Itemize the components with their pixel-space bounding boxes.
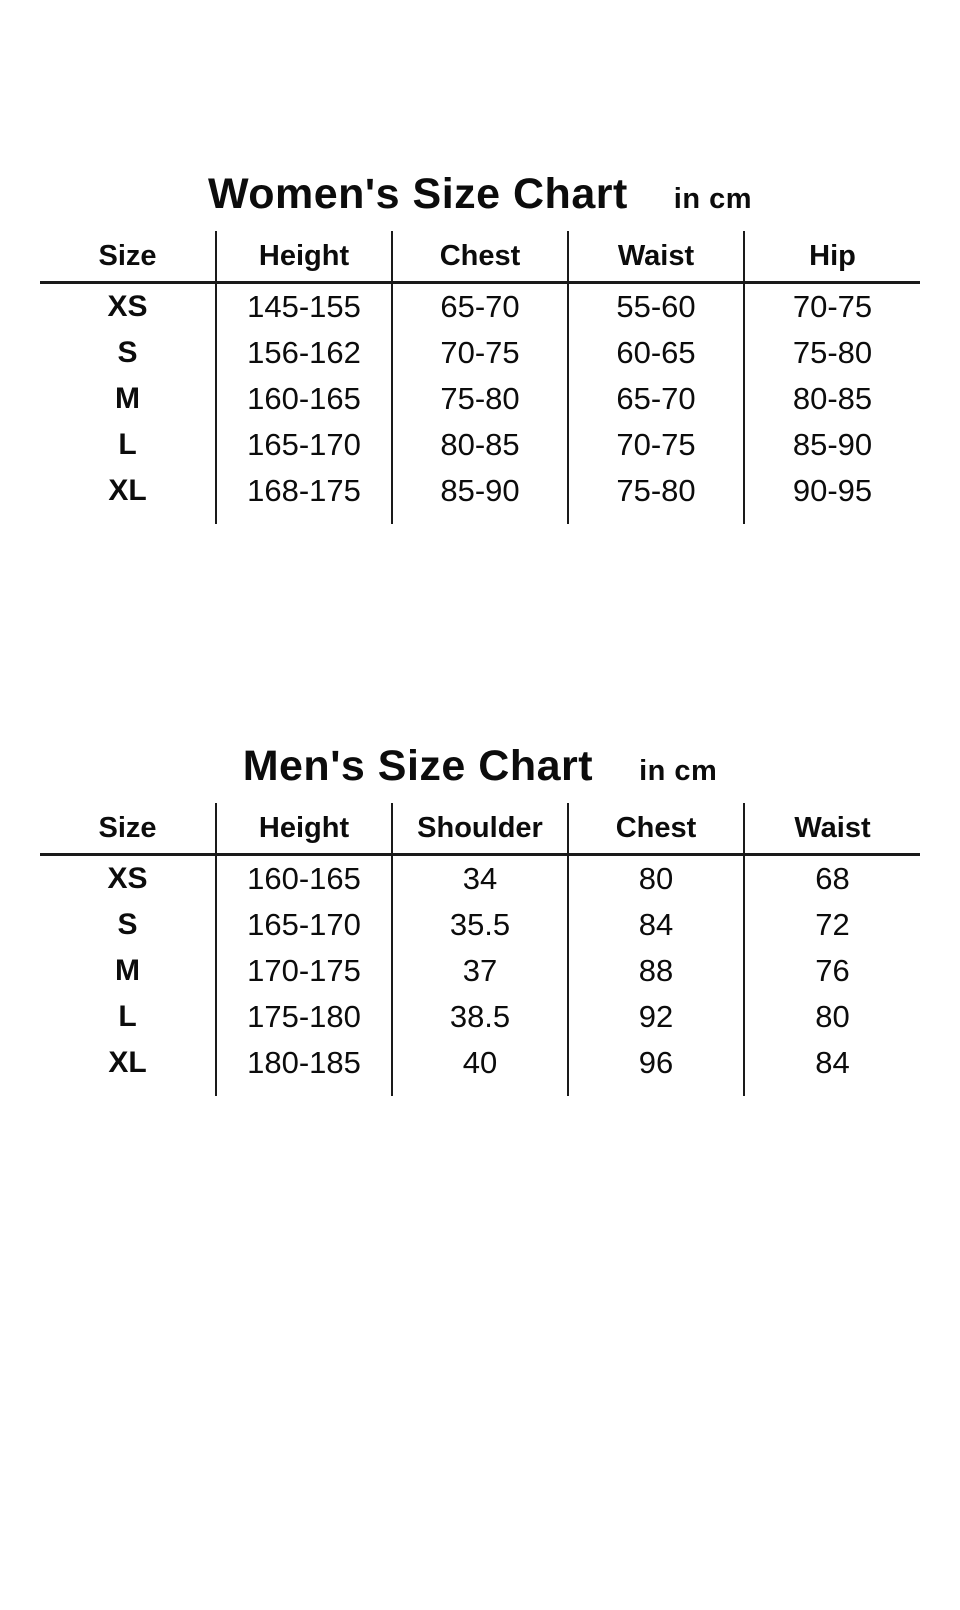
header-cell-chest: Chest [392, 231, 569, 284]
table-row-s: S 156-162 70-75 60-65 75-80 [40, 330, 920, 376]
data-cell: 84 [568, 902, 745, 948]
size-cell: XS [40, 282, 217, 330]
mens-title-row: Men's Size Chart in cm [40, 742, 920, 791]
size-cell: XS [40, 854, 217, 902]
data-cell: 72 [815, 907, 850, 942]
data-cell: 92 [568, 994, 745, 1040]
data-cell: 90-95 [792, 473, 873, 508]
header-cell-chest: Chest [568, 803, 745, 856]
header-cell-waist: Waist [744, 803, 920, 856]
data-cell: 35.5 [392, 902, 569, 948]
table-row-m: M 170-175 37 88 76 [40, 948, 920, 994]
data-cell: 160-165 [216, 376, 393, 422]
data-cell: 70-75 [568, 422, 745, 468]
mens-chart-title: Men's Size Chart [242, 742, 594, 790]
size-chart-sheet: Women's Size Chart in cm Size Height Che… [0, 170, 960, 1096]
data-cell: 80-85 [792, 381, 873, 416]
data-cell: 160-165 [216, 854, 393, 902]
table-row-xl: XL 180-185 40 96 84 [40, 1040, 920, 1096]
size-cell: S [40, 330, 217, 376]
data-cell: 76 [815, 953, 850, 988]
header-cell-height: Height [216, 803, 393, 856]
womens-table-header: Size Height Chest Waist Hip [40, 231, 920, 284]
data-cell: 168-175 [216, 468, 393, 524]
data-cell: 80 [815, 999, 850, 1034]
table-header-row: Size Height Chest Waist Hip [40, 231, 920, 284]
size-cell: S [40, 902, 217, 948]
womens-chart-title: Women's Size Chart [207, 170, 628, 218]
data-cell: 96 [568, 1040, 745, 1096]
data-cell: 75-80 [392, 376, 569, 422]
data-cell: 37 [392, 948, 569, 994]
mens-table-header: Size Height Shoulder Chest Waist [40, 803, 920, 856]
table-header-row: Size Height Shoulder Chest Waist [40, 803, 920, 856]
data-cell: 65-70 [392, 282, 569, 330]
data-cell: 80 [568, 854, 745, 902]
header-cell-hip: Hip [744, 231, 920, 284]
size-cell: M [40, 948, 217, 994]
table-row-l: L 175-180 38.5 92 80 [40, 994, 920, 1040]
mens-size-chart-section: Men's Size Chart in cm Size Height Shoul… [40, 742, 920, 1096]
data-cell: 84 [815, 1045, 850, 1080]
size-cell: L [40, 422, 217, 468]
table-row-m: M 160-165 75-80 65-70 80-85 [40, 376, 920, 422]
table-row-xs: XS 145-155 65-70 55-60 70-75 [40, 282, 920, 330]
mens-chart-unit-label: in cm [639, 755, 718, 787]
size-cell: L [40, 994, 217, 1040]
header-cell-height: Height [216, 231, 393, 284]
data-cell: 175-180 [216, 994, 393, 1040]
data-cell: 165-170 [216, 902, 393, 948]
data-cell: 156-162 [216, 330, 393, 376]
table-row-l: L 165-170 80-85 70-75 85-90 [40, 422, 920, 468]
mens-table-body: XS 160-165 34 80 68 S 165-170 35.5 84 72… [40, 854, 920, 1096]
womens-size-chart-section: Women's Size Chart in cm Size Height Che… [40, 170, 920, 524]
data-cell: 75-80 [792, 335, 873, 370]
data-cell: 88 [568, 948, 745, 994]
header-cell-size: Size [40, 803, 217, 856]
header-cell-size: Size [40, 231, 217, 284]
womens-size-table: Size Height Chest Waist Hip XS 145-155 6… [40, 231, 920, 524]
womens-chart-unit-label: in cm [673, 183, 753, 215]
data-cell: 68 [815, 861, 850, 896]
data-cell: 145-155 [216, 282, 393, 330]
table-row-xs: XS 160-165 34 80 68 [40, 854, 920, 902]
header-cell-waist: Waist [568, 231, 745, 284]
data-cell: 70-75 [392, 330, 569, 376]
size-cell: M [40, 376, 217, 422]
data-cell: 38.5 [392, 994, 569, 1040]
table-row-s: S 165-170 35.5 84 72 [40, 902, 920, 948]
size-cell: XL [40, 1040, 217, 1096]
data-cell: 85-90 [792, 427, 873, 462]
data-cell: 40 [392, 1040, 569, 1096]
womens-title-row: Women's Size Chart in cm [40, 170, 920, 219]
data-cell: 55-60 [568, 282, 745, 330]
data-cell: 75-80 [568, 468, 745, 524]
data-cell: 165-170 [216, 422, 393, 468]
data-cell: 80-85 [392, 422, 569, 468]
data-cell: 60-65 [568, 330, 745, 376]
data-cell: 180-185 [216, 1040, 393, 1096]
header-cell-shoulder: Shoulder [392, 803, 569, 856]
womens-table-body: XS 145-155 65-70 55-60 70-75 S 156-162 7… [40, 282, 920, 524]
data-cell: 65-70 [568, 376, 745, 422]
data-cell: 170-175 [216, 948, 393, 994]
table-row-xl: XL 168-175 85-90 75-80 90-95 [40, 468, 920, 524]
data-cell: 70-75 [792, 289, 873, 324]
data-cell: 34 [392, 854, 569, 902]
size-cell: XL [40, 468, 217, 524]
data-cell: 85-90 [392, 468, 569, 524]
mens-size-table: Size Height Shoulder Chest Waist XS 160-… [40, 803, 920, 1096]
